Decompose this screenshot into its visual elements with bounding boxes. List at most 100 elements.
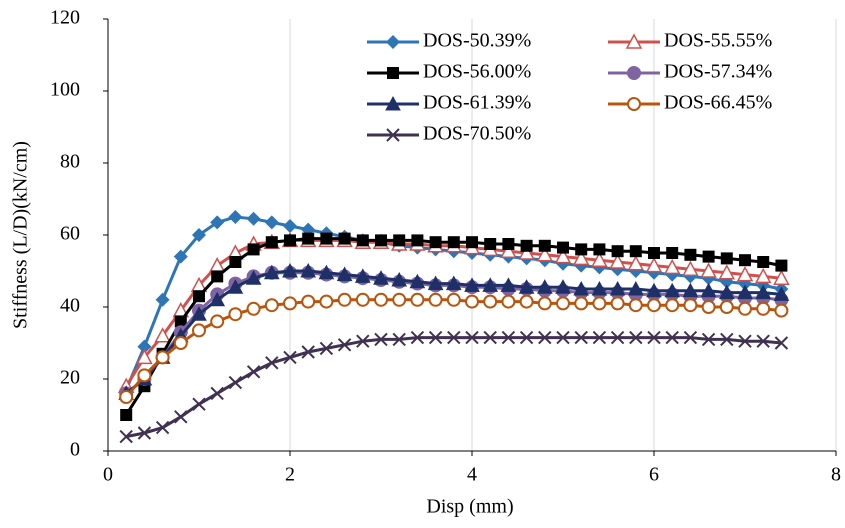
- series-line: [124, 238, 782, 388]
- marker: [386, 128, 400, 142]
- marker: [573, 280, 590, 296]
- marker: [647, 330, 661, 345]
- marker: [265, 236, 278, 249]
- marker: [629, 330, 643, 345]
- marker: [228, 307, 243, 322]
- marker: [483, 330, 497, 345]
- marker: [483, 294, 498, 309]
- y-axis-title: Stiffness (L/D)(kN/cm): [10, 141, 32, 329]
- marker: [593, 243, 606, 256]
- marker: [484, 238, 497, 250]
- marker: [739, 254, 751, 267]
- marker: [609, 280, 626, 296]
- marker: [701, 300, 716, 314]
- marker: [501, 294, 516, 309]
- marker: [447, 330, 461, 345]
- marker: [719, 300, 734, 314]
- marker: [664, 282, 681, 298]
- marker: [155, 350, 170, 365]
- legend: DOS-50.39% DOS-55.55% DOS-56.00% DOS-57.34%…: [367, 30, 772, 145]
- marker: [683, 330, 698, 345]
- marker: [519, 330, 534, 345]
- marker: [665, 330, 679, 345]
- marker: [373, 270, 389, 285]
- marker: [627, 255, 645, 271]
- marker: [592, 296, 607, 311]
- marker: [682, 282, 699, 298]
- marker: [210, 215, 225, 230]
- marker: [501, 330, 516, 345]
- marker: [283, 219, 297, 233]
- y-tick-label: 120: [50, 7, 80, 29]
- marker: [519, 294, 534, 309]
- marker: [648, 247, 660, 259]
- marker: [411, 234, 424, 247]
- marker: [228, 210, 243, 224]
- marker: [318, 264, 335, 280]
- marker: [356, 234, 369, 247]
- x-tick-label: 8: [831, 464, 841, 486]
- marker: [536, 279, 553, 294]
- marker: [465, 294, 479, 309]
- series: [119, 330, 789, 444]
- marker: [610, 330, 625, 345]
- marker: [264, 298, 279, 313]
- marker: [718, 264, 736, 280]
- marker: [684, 248, 697, 261]
- marker: [337, 292, 352, 307]
- series: [119, 292, 789, 404]
- marker: [627, 66, 641, 80]
- legend-label: DOS-55.55%: [664, 30, 772, 52]
- marker: [385, 95, 401, 111]
- marker: [646, 282, 662, 298]
- marker: [627, 97, 641, 111]
- marker: [392, 292, 407, 307]
- marker: [174, 315, 187, 328]
- marker: [228, 375, 243, 390]
- marker: [447, 236, 460, 249]
- marker: [625, 33, 643, 49]
- series: [120, 232, 788, 421]
- marker: [700, 262, 717, 278]
- marker: [393, 234, 406, 247]
- marker: [282, 262, 298, 278]
- marker: [193, 290, 205, 303]
- marker: [192, 397, 206, 411]
- marker: [263, 264, 280, 280]
- marker: [429, 236, 442, 249]
- marker: [136, 348, 153, 365]
- marker: [410, 330, 425, 345]
- marker: [210, 386, 224, 401]
- marker: [720, 332, 734, 347]
- marker: [155, 292, 170, 307]
- marker: [466, 236, 478, 249]
- series: [118, 262, 790, 400]
- legend-label: DOS-70.50%: [423, 123, 531, 145]
- marker: [283, 350, 297, 365]
- marker: [319, 341, 334, 356]
- marker: [246, 211, 261, 226]
- legend-label: DOS-66.45%: [664, 92, 772, 114]
- marker: [428, 330, 443, 345]
- marker: [446, 292, 461, 307]
- marker: [374, 292, 388, 307]
- marker: [610, 296, 625, 311]
- marker: [609, 253, 626, 269]
- marker: [591, 251, 608, 267]
- marker: [538, 239, 551, 252]
- marker: [265, 356, 279, 370]
- marker: [774, 336, 789, 350]
- marker: [773, 269, 790, 285]
- marker: [173, 336, 188, 350]
- marker: [500, 242, 517, 258]
- x-tick-label: 2: [285, 464, 295, 486]
- marker: [775, 259, 788, 272]
- x-axis-title: Disp (mm): [426, 496, 513, 518]
- marker: [355, 292, 370, 307]
- marker: [572, 249, 590, 266]
- marker: [611, 245, 624, 258]
- marker: [192, 228, 206, 242]
- marker: [227, 279, 244, 294]
- marker: [119, 390, 134, 404]
- y-tick-label: 0: [70, 439, 80, 461]
